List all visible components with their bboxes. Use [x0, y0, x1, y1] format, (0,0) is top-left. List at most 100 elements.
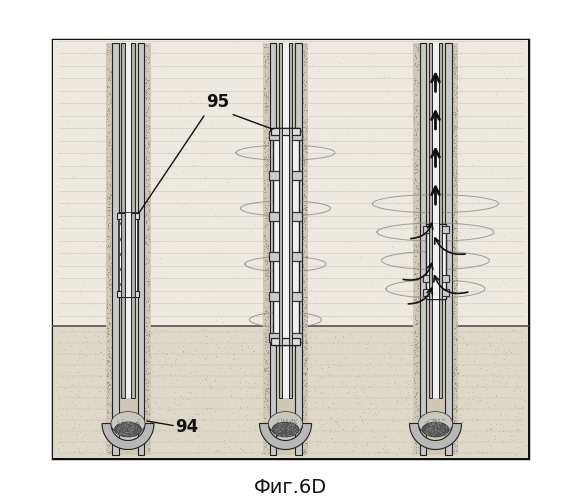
Point — [389, 405, 398, 413]
Point — [103, 298, 113, 306]
Point — [75, 406, 84, 413]
Point — [141, 420, 150, 428]
Point — [451, 196, 460, 204]
Point — [263, 388, 272, 396]
Point — [263, 348, 272, 356]
Point — [264, 408, 274, 416]
Point — [96, 436, 106, 444]
Point — [299, 160, 309, 168]
Point — [299, 136, 308, 144]
Point — [453, 368, 462, 376]
Point — [451, 276, 460, 284]
Bar — [422, 290, 449, 296]
Bar — [425, 224, 446, 299]
Point — [521, 234, 530, 242]
Point — [412, 316, 421, 324]
Point — [419, 344, 429, 351]
Point — [271, 430, 280, 438]
Point — [273, 426, 282, 434]
Point — [412, 402, 421, 410]
Point — [178, 348, 187, 356]
Point — [484, 436, 493, 444]
Point — [190, 410, 199, 418]
Point — [85, 312, 95, 320]
Point — [502, 123, 511, 131]
Point — [142, 128, 151, 136]
Point — [445, 356, 454, 364]
Point — [260, 127, 269, 135]
Point — [193, 449, 203, 457]
Point — [137, 237, 146, 245]
Point — [407, 176, 417, 184]
Point — [260, 331, 270, 339]
Point — [429, 426, 438, 434]
Point — [69, 424, 78, 432]
Point — [261, 276, 270, 284]
Point — [421, 430, 431, 438]
Point — [349, 351, 358, 359]
Point — [260, 230, 269, 238]
Point — [299, 361, 309, 369]
Point — [431, 422, 440, 430]
Point — [338, 59, 347, 67]
Point — [448, 394, 457, 402]
Point — [300, 394, 310, 402]
Point — [142, 434, 151, 442]
Point — [81, 333, 90, 341]
Point — [447, 224, 457, 232]
Point — [189, 350, 198, 358]
Point — [411, 242, 421, 250]
Point — [410, 270, 419, 278]
Point — [413, 362, 422, 370]
Point — [302, 157, 311, 165]
Point — [235, 403, 245, 411]
Point — [411, 312, 420, 320]
Point — [264, 290, 273, 298]
Point — [519, 403, 528, 411]
Point — [300, 376, 309, 384]
Point — [103, 326, 113, 334]
Point — [410, 98, 419, 106]
Point — [450, 380, 460, 388]
Point — [475, 438, 485, 446]
Point — [333, 421, 343, 429]
Point — [298, 227, 307, 235]
Point — [145, 350, 154, 358]
Point — [513, 404, 522, 412]
Point — [298, 232, 307, 240]
Point — [210, 286, 220, 294]
Point — [260, 185, 269, 193]
Point — [338, 332, 347, 340]
Point — [128, 432, 137, 440]
Point — [108, 355, 117, 363]
Point — [132, 428, 142, 436]
Point — [144, 103, 153, 111]
Point — [406, 192, 415, 200]
Point — [142, 128, 151, 136]
Point — [300, 223, 309, 231]
Point — [142, 131, 151, 139]
Point — [260, 166, 269, 174]
Point — [414, 44, 423, 52]
Point — [197, 424, 206, 432]
Point — [260, 364, 269, 372]
Point — [410, 152, 419, 160]
Point — [263, 438, 272, 446]
Point — [299, 278, 308, 286]
Point — [410, 41, 419, 49]
Point — [462, 407, 471, 415]
Point — [68, 413, 77, 421]
Point — [315, 48, 325, 56]
Point — [301, 293, 310, 301]
Point — [447, 384, 456, 392]
Point — [385, 252, 394, 260]
Point — [450, 340, 460, 348]
Point — [299, 60, 309, 68]
Point — [104, 200, 113, 208]
Point — [104, 250, 113, 258]
Point — [188, 122, 198, 130]
Point — [410, 408, 419, 416]
Point — [218, 318, 228, 326]
Point — [356, 386, 365, 394]
Point — [102, 356, 112, 364]
